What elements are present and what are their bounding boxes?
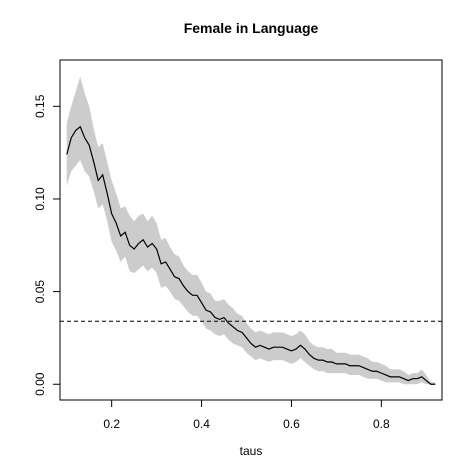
- series-line-layer: [66, 125, 436, 385]
- x-axis-label: taus: [240, 444, 263, 458]
- x-tick-label: 0.4: [193, 417, 210, 431]
- confidence-band: [66, 76, 436, 385]
- y-tick-label: 0.00: [33, 372, 47, 396]
- estimate-line: [66, 125, 436, 385]
- confidence-band-layer: [66, 76, 436, 385]
- x-tick-label: 0.8: [373, 417, 390, 431]
- chart-title: Female in Language: [184, 20, 319, 36]
- y-tick-label: 0.15: [33, 94, 47, 118]
- x-tick-label: 0.2: [103, 417, 120, 431]
- y-tick-label: 0.05: [33, 280, 47, 304]
- y-tick-label: 0.10: [33, 187, 47, 211]
- x-tick-label: 0.6: [283, 417, 300, 431]
- y-axis: 0.00 0.05 0.10 0.15: [33, 94, 61, 396]
- x-axis: 0.2 0.4 0.6 0.8: [103, 399, 390, 431]
